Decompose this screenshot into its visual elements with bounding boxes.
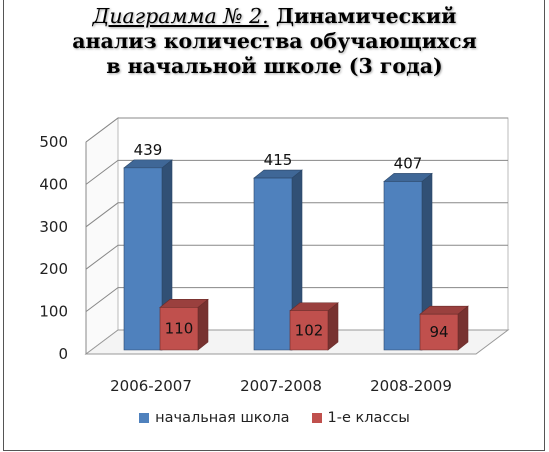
bar-face: [197, 298, 209, 351]
gridline: [85, 117, 508, 143]
bar-face: [159, 307, 199, 351]
title-line1: Динамический: [275, 4, 457, 28]
legend-item-first-grade: 1-е классы: [311, 410, 410, 426]
data-label-primary: 439: [134, 141, 163, 159]
legend: начальная школа 1-е классы: [0, 410, 549, 426]
back-wall: [117, 117, 509, 331]
gridline: [85, 202, 508, 228]
title-line2: анализ количества обучающихся: [72, 29, 477, 53]
x-tick-label: 2007-2008: [240, 377, 322, 395]
bar-face: [383, 181, 423, 351]
bar-primary: [383, 172, 433, 351]
x-tick-label: 2008-2009: [370, 377, 452, 395]
y-tick-label: 0: [58, 345, 68, 363]
gridline: [85, 159, 508, 185]
x-tick-label: 2006-2007: [110, 377, 192, 395]
data-label-first-grade: 102: [295, 321, 324, 339]
bar-face: [289, 310, 329, 351]
legend-label-primary: начальная школа: [155, 410, 290, 426]
bar-face: [123, 167, 163, 351]
data-label-primary: 407: [394, 154, 423, 172]
data-label-first-grade: 110: [165, 320, 194, 338]
data-label-primary: 415: [264, 151, 293, 169]
side-wall: [85, 117, 119, 355]
y-tick-label: 300: [39, 218, 68, 236]
y-tick-label: 500: [39, 133, 68, 151]
title-line3: в начальной школе (3 года): [106, 54, 443, 78]
bar-face: [419, 313, 459, 351]
legend-label-first-grade: 1-е классы: [327, 410, 410, 426]
title-prefix: Диаграмма № 2.: [92, 4, 269, 28]
bar-first-grade: [289, 302, 339, 351]
legend-swatch-first-grade: [311, 413, 322, 423]
chart-frame: [3, 0, 545, 451]
y-tick-label: 200: [39, 260, 68, 278]
bar-first-grade: [419, 305, 469, 351]
y-tick-label: 400: [39, 175, 68, 193]
legend-item-primary: начальная школа: [139, 410, 290, 426]
chart-title: Диаграмма № 2. Динамический анализ колич…: [0, 4, 549, 79]
legend-swatch-primary: [139, 413, 150, 423]
bar-first-grade: [159, 298, 209, 351]
bar-face: [253, 177, 293, 351]
y-tick-label: 100: [39, 303, 68, 321]
gridline: [85, 244, 508, 270]
data-label-first-grade: 94: [429, 323, 448, 341]
gridline: [85, 287, 508, 313]
